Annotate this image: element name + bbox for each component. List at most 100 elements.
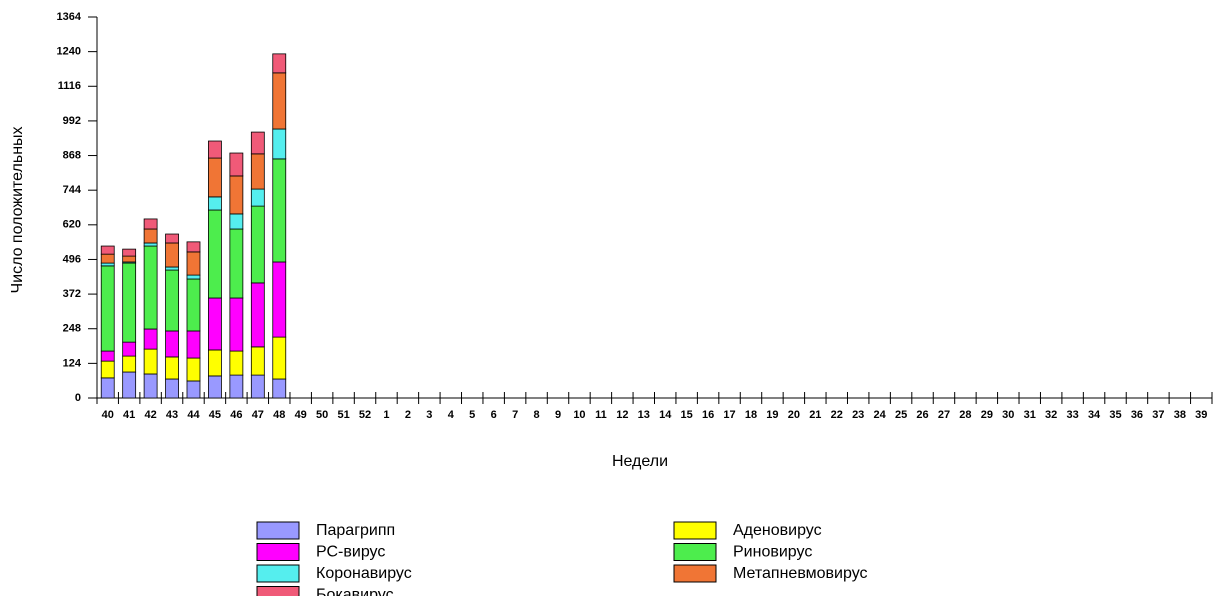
x-tick-label: 34: [1088, 409, 1101, 421]
bar-segment: [143, 328, 158, 350]
x-tick-label: 51: [337, 409, 349, 421]
bar-segment: [100, 253, 115, 264]
x-tick-label: 25: [895, 409, 907, 421]
x-tick-label: 1: [383, 409, 389, 421]
bar-segment: [165, 266, 179, 271]
x-tick-label: 14: [659, 409, 672, 421]
x-tick-label: 19: [766, 409, 778, 421]
bar-segment: [100, 377, 115, 399]
bar-segment: [250, 205, 265, 284]
bar-segment: [186, 274, 201, 280]
bar-segment: [165, 378, 179, 399]
bar-segment: [229, 297, 244, 352]
bar-segment: [250, 131, 265, 155]
legend-swatch: [256, 521, 300, 540]
bar-segment: [272, 53, 287, 74]
legend-swatch: [673, 564, 717, 583]
bar-segment: [165, 356, 179, 380]
x-tick-label: 43: [166, 409, 178, 421]
x-tick-label: 21: [809, 409, 821, 421]
y-tick-label: 372: [63, 288, 81, 300]
y-tick-label: 248: [63, 323, 81, 335]
legend-label: Парагрипп: [316, 522, 395, 539]
bar-segment: [208, 375, 222, 399]
bar-segment: [100, 350, 115, 362]
x-axis-label: Недели: [612, 453, 668, 470]
x-tick-label: 7: [512, 409, 518, 421]
bar-segment: [272, 128, 287, 160]
x-tick-label: 20: [788, 409, 800, 421]
x-tick-label: 24: [874, 409, 887, 421]
bar-segment: [229, 350, 244, 376]
bar-segment: [250, 282, 265, 348]
bar-segment: [229, 374, 244, 399]
legend-label: Бокавирус: [316, 587, 394, 596]
bar-segment: [122, 355, 137, 373]
y-tick-label: 1116: [58, 80, 81, 92]
y-tick-label: 620: [63, 219, 81, 231]
x-tick-label: 18: [745, 409, 757, 421]
bar-segment: [122, 262, 137, 343]
bar-segment: [186, 380, 201, 399]
bar-segment: [165, 233, 179, 244]
bar-segment: [250, 346, 265, 376]
legend-swatch: [256, 543, 300, 561]
x-tick-label: 41: [123, 409, 135, 421]
bar-segment: [143, 245, 158, 330]
y-axis-label: Число положительных: [9, 126, 26, 293]
y-tick-label: 992: [63, 115, 81, 127]
bar-segment: [143, 228, 158, 244]
x-tick-label: 36: [1131, 409, 1143, 421]
x-tick-label: 52: [359, 409, 371, 421]
x-tick-label: 11: [595, 409, 607, 421]
x-tick-label: 42: [144, 409, 156, 421]
bar-segment: [250, 153, 265, 190]
bar-segment: [208, 209, 222, 299]
x-tick-label: 47: [252, 409, 264, 421]
bar-segment: [208, 297, 222, 351]
x-tick-label: 4: [448, 409, 455, 421]
legend-label: Риновирус: [733, 544, 812, 561]
x-tick-label: 8: [534, 409, 540, 421]
legend-label: Метапневмовирус: [733, 565, 868, 582]
x-tick-label: 40: [102, 409, 114, 421]
bar-segment: [122, 248, 137, 257]
bar-segment: [208, 157, 222, 198]
x-tick-label: 17: [723, 409, 735, 421]
bar-segment: [229, 228, 244, 299]
bar-segment: [186, 357, 201, 382]
x-tick-label: 16: [702, 409, 714, 421]
x-tick-label: 49: [295, 409, 307, 421]
x-tick-label: 22: [831, 409, 843, 421]
bar-segment: [100, 245, 115, 255]
y-tick-label: 868: [63, 149, 81, 161]
bar-segment: [208, 349, 222, 377]
x-tick-label: 32: [1045, 409, 1057, 421]
x-tick-label: 28: [959, 409, 971, 421]
x-tick-label: 44: [187, 409, 200, 421]
x-tick-label: 5: [469, 409, 475, 421]
legend-label: РС-вирус: [316, 544, 385, 561]
x-tick-label: 30: [1002, 409, 1014, 421]
bar-segment: [143, 373, 158, 399]
x-tick-label: 9: [555, 409, 561, 421]
x-tick-label: 27: [938, 409, 950, 421]
y-tick-label: 124: [63, 357, 82, 369]
x-tick-label: 29: [981, 409, 993, 421]
legend-label: Аденовирус: [733, 522, 822, 539]
x-tick-label: 39: [1195, 409, 1207, 421]
x-tick-label: 37: [1152, 409, 1164, 421]
x-tick-label: 10: [573, 409, 585, 421]
bar-segment: [100, 360, 115, 379]
bar-segment: [165, 242, 179, 268]
legend-label: Коронавирус: [316, 565, 412, 582]
bar-segment: [186, 241, 201, 253]
x-tick-label: 33: [1067, 409, 1079, 421]
x-tick-label: 2: [405, 409, 411, 421]
x-tick-label: 31: [1024, 409, 1036, 421]
x-tick-label: 13: [638, 409, 650, 421]
bar-segment: [272, 261, 287, 338]
x-tick-label: 38: [1174, 409, 1186, 421]
bar-segment: [272, 158, 287, 263]
